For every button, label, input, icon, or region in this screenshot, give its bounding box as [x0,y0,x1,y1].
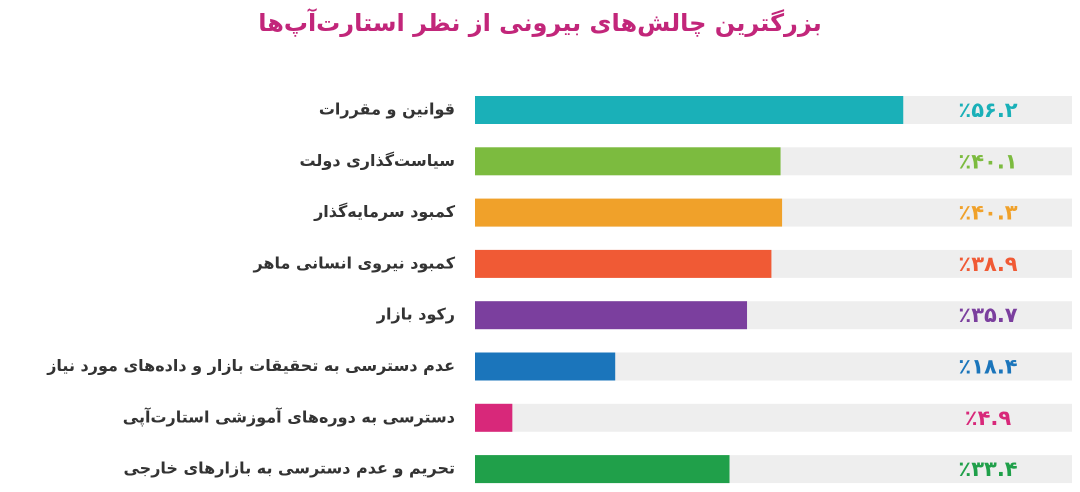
chart-title: بزرگترین چالش‌های بیرونی از نظر استارت‌آ… [258,8,822,37]
bar [475,301,748,330]
category-label: قوانین و مقررات [319,100,455,119]
category-label: تحریم و عدم دسترسی به بازارهای خارجی [123,459,455,478]
bar [475,249,772,278]
category-label: رکود بازار [376,305,455,324]
bar [475,96,904,124]
bar [475,352,616,381]
category-label: کمبود سرمایه‌گذار [313,202,456,221]
bar [475,403,513,432]
category-label: عدم دسترسی به تحقیقات بازار و داده‌های م… [46,356,455,375]
value-label: ٪۴۰.۱ [958,149,1017,173]
value-label: ٪۳۸.۹ [958,252,1017,276]
category-label: کمبود نیروی انسانی ماهر [252,253,455,272]
bar [475,455,730,484]
value-label: ٪۴.۹ [965,406,1012,430]
value-label: ٪۳۳.۴ [958,457,1017,481]
bar [475,147,781,176]
bar [475,198,783,227]
value-label: ٪۳۵.۷ [958,303,1017,327]
value-label: ٪۱۸.۴ [958,355,1017,379]
category-label: سیاست‌گذاری دولت [299,151,455,170]
value-label: ٪۵۶.۲ [958,98,1017,122]
bar-track [475,403,1072,432]
value-label: ٪۴۰.۳ [958,201,1017,225]
category-label: دسترسی به دوره‌های آموزشی استارت‌آپی [123,406,455,427]
